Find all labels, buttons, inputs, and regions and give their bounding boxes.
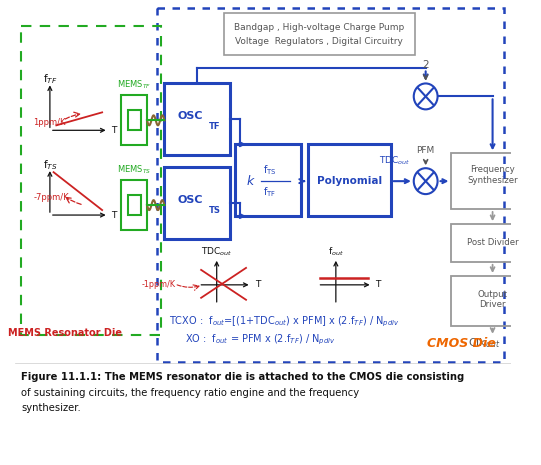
Text: T: T [111,211,117,219]
Text: XO :  f$_{out}$ = PFM x (2.f$_{TF}$) / N$_{pdiv}$: XO : f$_{out}$ = PFM x (2.f$_{TF}$) / N$… [184,332,335,347]
Text: 1ppm/K: 1ppm/K [34,118,66,127]
Text: k: k [247,175,254,188]
Text: -7ppm/K: -7ppm/K [34,193,69,202]
Text: MEMS$_{TS}$: MEMS$_{TS}$ [117,164,151,176]
Bar [235,144,301,216]
Text: Bandgap , High-voltage Charge Pump: Bandgap , High-voltage Charge Pump [234,23,405,32]
Text: Post Divider: Post Divider [467,239,518,247]
Text: MEMS$_{TF}$: MEMS$_{TF}$ [117,79,151,92]
Bar [121,180,147,230]
Text: f$_{TS}$: f$_{TS}$ [43,158,57,172]
Text: Frequency
Synthesizer: Frequency Synthesizer [467,166,518,185]
Circle shape [414,83,438,109]
Bar [121,95,147,145]
Text: Figure 11.1.1: The MEMS resonator die is attached to the CMOS die consisting: Figure 11.1.1: The MEMS resonator die is… [22,372,465,382]
Text: TDC$_{out}$: TDC$_{out}$ [201,246,233,258]
Text: Polynomial: Polynomial [317,176,382,186]
Bar [128,195,141,215]
Text: OSC: OSC [177,111,203,121]
Text: f$_{out}$: f$_{out}$ [328,246,344,258]
Text: TDC$_{out}$: TDC$_{out}$ [379,155,410,167]
Text: OSC: OSC [177,195,203,205]
Bar [451,276,534,326]
Text: Output
Driver: Output Driver [478,290,507,310]
Text: TS: TS [208,206,220,215]
Text: MEMS Resonator Die: MEMS Resonator Die [9,328,122,338]
Bar [164,167,230,239]
Bar [128,110,141,130]
Text: f$_{TF}$: f$_{TF}$ [43,73,57,86]
Text: of sustaining circuits, the frequency ratio engine and the frequency: of sustaining circuits, the frequency ra… [22,387,360,398]
Text: T: T [375,280,381,289]
Text: TF: TF [208,122,220,131]
Bar [22,26,161,335]
Circle shape [414,168,438,194]
Text: PFM: PFM [417,146,435,155]
Text: 2: 2 [423,60,429,71]
Text: synthesizer.: synthesizer. [22,404,81,413]
Bar [308,144,391,216]
Text: -1ppm/K: -1ppm/K [141,280,175,289]
Bar [224,13,414,54]
Text: Clk$_{out}$: Clk$_{out}$ [468,337,500,351]
Text: TCXO :  f$_{out}$=[(1+TDC$_{out}$) x PFM] x (2.f$_{TF}$) / N$_{pdiv}$: TCXO : f$_{out}$=[(1+TDC$_{out}$) x PFM]… [169,315,400,329]
Text: $\mathregular{f_{TS}}$: $\mathregular{f_{TS}}$ [263,163,276,177]
Bar [157,8,504,362]
Text: Voltage  Regulators , Digital Circuitry: Voltage Regulators , Digital Circuitry [235,37,403,46]
Text: T: T [111,126,117,135]
Bar [451,224,534,262]
Text: T: T [255,280,261,289]
Bar [451,153,534,209]
Bar [164,83,230,155]
Text: $\mathregular{f_{TF}}$: $\mathregular{f_{TF}}$ [263,185,276,199]
Text: CMOS Die: CMOS Die [426,337,496,350]
